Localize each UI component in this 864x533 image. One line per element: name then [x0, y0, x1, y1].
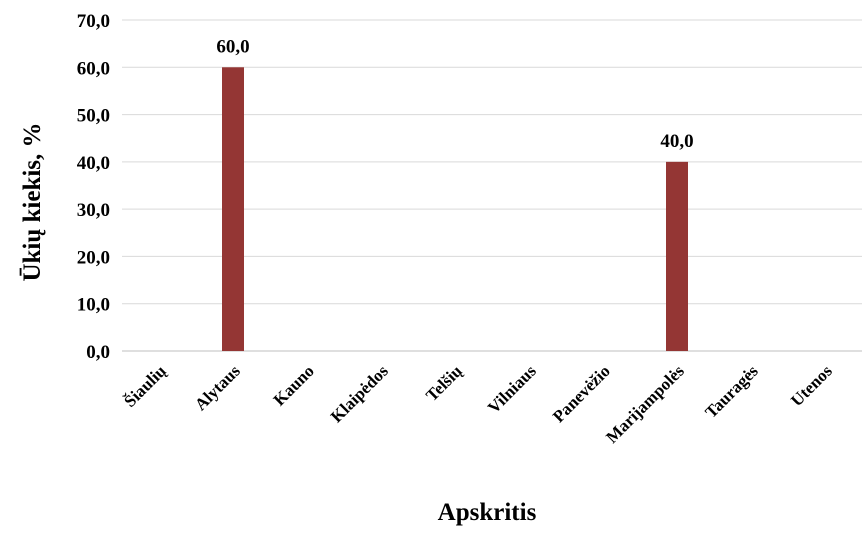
data-label: 60,0 [216, 36, 249, 57]
y-tick-label: 40,0 [77, 153, 110, 174]
y-tick-label: 10,0 [77, 295, 110, 316]
x-tick-label: Alytaus [191, 361, 244, 414]
bar [666, 161, 688, 351]
x-tick-label: Utenos [787, 361, 836, 410]
y-tick-label: 30,0 [77, 200, 110, 221]
y-tick-label: 60,0 [77, 58, 110, 79]
gridlines [122, 19, 862, 352]
x-axis-ticks: Šiaulių Alytaus Kauno Klaipėdos Telšių Vilnia… [120, 361, 836, 447]
x-tick-label: Šiaulių [120, 361, 170, 411]
x-tick-label: Kauno [270, 361, 318, 409]
y-axis-ticks: 0,0 10,0 20,0 30,0 40,0 50,0 60,0 70,0 [77, 11, 110, 363]
y-tick-label: 0,0 [86, 342, 110, 363]
y-tick-label: 70,0 [77, 11, 110, 32]
x-tick-label: Vilniaus [484, 361, 540, 417]
data-labels: 60,0 40,0 [216, 36, 693, 152]
x-tick-label: Marijampolės [602, 361, 688, 447]
y-tick-label: 20,0 [77, 247, 110, 268]
y-axis-title: Ūkių kiekis, % [19, 122, 46, 281]
x-tick-label: Panevėžio [549, 361, 614, 426]
x-tick-label: Telšių [422, 361, 466, 405]
bar [222, 67, 244, 352]
x-tick-label: Klaipėdos [327, 361, 392, 426]
data-label: 40,0 [660, 131, 693, 152]
x-tick-label: Tauragės [701, 361, 762, 422]
bars [222, 67, 688, 352]
y-tick-label: 50,0 [77, 106, 110, 127]
x-axis-title: Apskritis [438, 499, 537, 526]
